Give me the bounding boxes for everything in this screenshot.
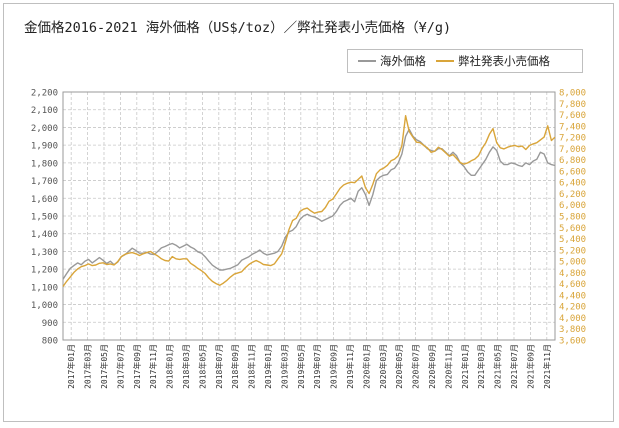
y-left-tick-label: 1,300 xyxy=(31,248,58,258)
y-right-tick-label: 6,000 xyxy=(559,201,586,211)
y-right-tick-label: 7,200 xyxy=(559,134,586,144)
x-tick-label: 2020年01月 xyxy=(361,344,371,389)
x-tick-label: 2017年07月 xyxy=(115,344,125,389)
x-tick-label: 2018年01月 xyxy=(165,344,175,389)
x-tick-label: 2020年09月 xyxy=(427,344,437,389)
y-right-tick-label: 4,000 xyxy=(559,314,586,324)
plot-area-border xyxy=(62,91,556,341)
y-right-tick-label: 6,600 xyxy=(559,167,586,177)
x-tick-label: 2021年05月 xyxy=(493,344,503,389)
y-left-tick-label: 1,200 xyxy=(31,266,58,276)
legend-item-overseas: 海外価格 xyxy=(358,53,426,69)
x-tick-label: 2019年01月 xyxy=(263,344,273,389)
x-tick-label: 2017年11月 xyxy=(148,344,158,389)
chart-title: 金価格2016-2021 海外価格（US$/toz）／弊社発表小売価格（¥/g) xyxy=(24,20,452,36)
legend-swatch-overseas xyxy=(358,60,376,62)
y-left-tick-label: 2,200 xyxy=(31,89,58,99)
y-left-tick-label: 800 xyxy=(42,337,58,347)
x-tick-label: 2018年03月 xyxy=(181,344,191,389)
x-tick-label: 2020年05月 xyxy=(394,344,404,389)
x-tick-label: 2018年11月 xyxy=(247,344,257,389)
x-tick-label: 2017年01月 xyxy=(66,344,76,389)
x-tick-label: 2021年11月 xyxy=(542,344,552,389)
legend-label-retail: 弊社発表小売価格 xyxy=(458,54,550,68)
x-tick-label: 2020年11月 xyxy=(443,344,453,389)
y-right-tick-label: 5,800 xyxy=(559,213,586,223)
x-tick-label: 2021年01月 xyxy=(460,344,470,389)
y-left-tick-label: 1,100 xyxy=(31,283,58,293)
chart-legend: 海外価格 弊社発表小売価格 xyxy=(347,49,583,73)
x-tick-label: 2020年03月 xyxy=(378,344,388,389)
x-tick-label: 2021年09月 xyxy=(525,344,535,389)
legend-swatch-retail xyxy=(436,60,454,62)
y-left-tick-label: 1,500 xyxy=(31,213,58,223)
x-tick-label: 2021年03月 xyxy=(476,344,486,389)
y-left-tick-label: 900 xyxy=(42,319,58,329)
y-right-tick-label: 3,800 xyxy=(559,325,586,335)
series-line-retail xyxy=(62,114,556,287)
y-right-tick-label: 4,600 xyxy=(559,280,586,290)
y-right-tick-label: 7,400 xyxy=(559,122,586,132)
y-right-tick-label: 8,000 xyxy=(559,89,586,99)
y-left-tick-label: 1,800 xyxy=(31,159,58,169)
y-right-tick-label: 6,200 xyxy=(559,190,586,200)
y-left-tick-label: 1,400 xyxy=(31,230,58,240)
x-tick-label: 2019年05月 xyxy=(296,344,306,389)
x-tick-label: 2019年03月 xyxy=(279,344,289,389)
y-left-tick-label: 1,700 xyxy=(31,177,58,187)
y-right-tick-label: 5,200 xyxy=(559,246,586,256)
y-left-tick-label: 1,900 xyxy=(31,142,58,152)
x-tick-label: 2017年09月 xyxy=(132,344,142,389)
y-right-tick-label: 5,400 xyxy=(559,235,586,245)
y-right-tick-label: 5,000 xyxy=(559,258,586,268)
x-tick-label: 2019年09月 xyxy=(329,344,339,389)
y-right-tick-label: 4,800 xyxy=(559,269,586,279)
y-right-tick-label: 4,200 xyxy=(559,303,586,313)
x-tick-label: 2017年03月 xyxy=(83,344,93,389)
y-left-tick-label: 2,100 xyxy=(31,106,58,116)
y-right-tick-label: 6,400 xyxy=(559,179,586,189)
x-tick-label: 2018年09月 xyxy=(230,344,240,389)
y-left-tick-label: 2,000 xyxy=(31,124,58,134)
x-tick-label: 2018年07月 xyxy=(214,344,224,389)
x-tick-label: 2019年07月 xyxy=(312,344,322,389)
y-right-tick-label: 7,000 xyxy=(559,145,586,155)
y-right-tick-label: 3,600 xyxy=(559,337,586,347)
x-tick-label: 2018年05月 xyxy=(197,344,207,389)
y-right-tick-label: 7,800 xyxy=(559,100,586,110)
y-right-tick-label: 6,800 xyxy=(559,156,586,166)
legend-item-retail: 弊社発表小売価格 xyxy=(436,53,550,69)
x-tick-label: 2020年07月 xyxy=(411,344,421,389)
x-tick-label: 2017年05月 xyxy=(99,344,109,389)
y-right-tick-label: 4,400 xyxy=(559,291,586,301)
y-left-tick-label: 1,000 xyxy=(31,301,58,311)
legend-label-overseas: 海外価格 xyxy=(380,54,426,68)
x-tick-label: 2021年07月 xyxy=(509,344,519,389)
x-tick-label: 2019年11月 xyxy=(345,344,355,389)
y-right-tick-label: 5,600 xyxy=(559,224,586,234)
y-left-tick-label: 1,600 xyxy=(31,195,58,205)
y-right-tick-label: 7,600 xyxy=(559,111,586,121)
